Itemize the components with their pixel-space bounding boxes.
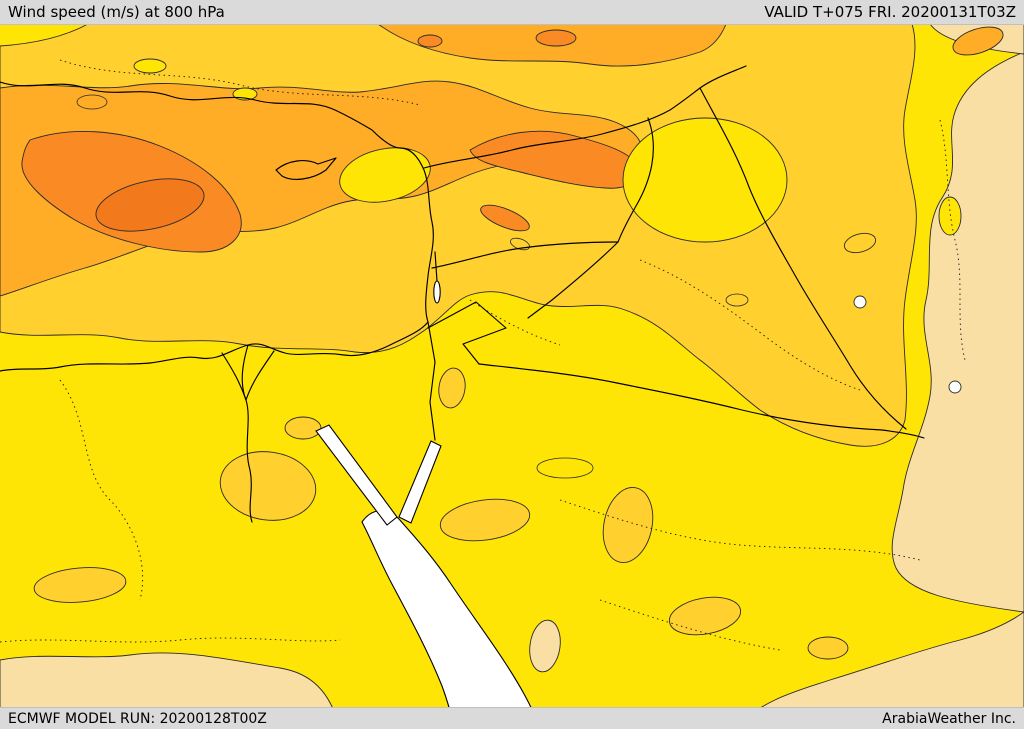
fill-core-orange-west bbox=[95, 178, 205, 232]
fill-deep-orange-spot-1 bbox=[480, 204, 530, 232]
red-sea bbox=[361, 510, 541, 729]
border-egypt-israel bbox=[427, 321, 436, 441]
fill-orange-corner-blob bbox=[952, 26, 1004, 56]
gulf-of-suez bbox=[315, 424, 398, 526]
fill-yellow-hole-east-syria bbox=[622, 117, 788, 243]
nile-river bbox=[241, 344, 253, 523]
fill-yellow-hole-cyprus-south bbox=[339, 147, 431, 203]
nile-delta-east-branch bbox=[245, 350, 275, 401]
header-bar: Wind speed (m/s) at 800 hPa VALID T+075 … bbox=[0, 0, 1024, 25]
credit-label: ArabiaWeather Inc. bbox=[882, 710, 1016, 727]
fill-tan-southeast bbox=[734, 611, 1024, 729]
border-iraq-iran bbox=[699, 87, 907, 430]
fill-white-spot-2 bbox=[948, 380, 962, 394]
fill-amber-patch-4 bbox=[807, 636, 849, 660]
nile-delta-west-branch bbox=[221, 352, 247, 401]
geo-line-layer bbox=[0, 65, 925, 523]
fill-amber-patch-8 bbox=[438, 367, 466, 409]
footer-bar: ECMWF MODEL RUN: 20200128T00Z ArabiaWeat… bbox=[0, 707, 1024, 729]
fill-amber-patch-3 bbox=[668, 596, 742, 636]
fill-amber-patch-7 bbox=[284, 416, 322, 440]
dotted-boundary-egypt bbox=[59, 379, 144, 601]
admin-dotted-layer bbox=[0, 59, 966, 651]
map-title: Wind speed (m/s) at 800 hPa bbox=[8, 3, 225, 21]
dotted-boundary-saudi-2 bbox=[599, 599, 781, 651]
contour-ring-1 bbox=[536, 457, 594, 479]
fill-amber-patch-9 bbox=[843, 232, 877, 254]
contour-ring-2 bbox=[76, 94, 108, 110]
dotted-boundary-saudi-1 bbox=[559, 499, 921, 561]
fill-amber-patch-1 bbox=[439, 498, 531, 542]
border-jordan-saudi-zigzag bbox=[427, 301, 507, 365]
fill-white-spot-1 bbox=[853, 295, 867, 309]
dotted-boundary-iran bbox=[939, 119, 966, 361]
contour-ring-3 bbox=[725, 293, 749, 307]
border-syria-iraq bbox=[617, 117, 654, 243]
jordan-river bbox=[434, 251, 438, 282]
validity-label: VALID T+075 FRI. 20200131T03Z bbox=[764, 3, 1016, 21]
fill-deep-orange-spot-3 bbox=[417, 34, 443, 48]
sea-layer bbox=[315, 280, 541, 729]
border-jordan-east bbox=[527, 241, 619, 319]
dotted-boundary-egypt-south bbox=[0, 637, 341, 643]
dead-sea bbox=[433, 280, 441, 304]
fill-tan-east bbox=[891, 51, 1024, 613]
fill-tan-spot-coast bbox=[529, 619, 561, 673]
coastline-mediterranean bbox=[0, 81, 434, 372]
fill-amber-patch-5 bbox=[33, 567, 127, 603]
fill-yellow-hole-small-1 bbox=[133, 58, 167, 74]
dotted-boundary-jordan bbox=[469, 299, 561, 346]
border-jordan-north bbox=[431, 241, 619, 269]
fill-yellow-spot-in-tan bbox=[938, 196, 962, 236]
border-saudi-iraq bbox=[478, 363, 925, 439]
fill-deep-orange-spot-2 bbox=[535, 29, 577, 47]
model-run-label: ECMWF MODEL RUN: 20200128T00Z bbox=[8, 710, 267, 727]
cyprus-island bbox=[275, 157, 337, 180]
gulf-of-aqaba bbox=[398, 440, 442, 524]
fill-amber-patch-6 bbox=[219, 451, 317, 521]
fill-amber-patch-2 bbox=[602, 487, 654, 563]
